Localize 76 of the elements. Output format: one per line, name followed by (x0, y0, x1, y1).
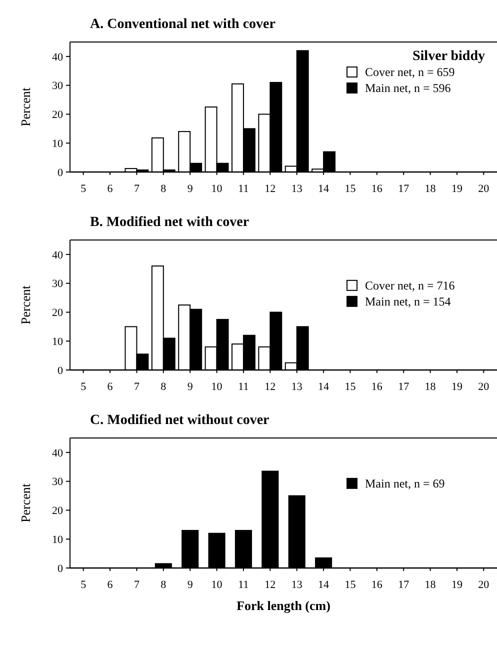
chart-title: B. Modified net with cover (90, 215, 250, 230)
y-tick-label: 40 (52, 447, 64, 460)
x-tick-label: 14 (318, 183, 330, 195)
x-tick-label: 12 (264, 579, 276, 591)
x-tick-label: 11 (238, 183, 249, 195)
x-tick-label: 17 (398, 183, 410, 195)
x-tick-label: 14 (318, 381, 330, 393)
legend-label: Main net, n = 69 (365, 476, 445, 490)
x-tick-label: 8 (160, 183, 167, 195)
x-tick-label: 18 (424, 381, 436, 393)
x-tick-label: 9 (187, 579, 194, 591)
x-tick-label: 7 (134, 579, 140, 591)
y-tick-label: 30 (52, 476, 64, 488)
x-tick-label: 8 (160, 579, 167, 591)
y-axis-title: Percent (18, 483, 33, 522)
y-tick-label: 20 (52, 307, 64, 320)
x-tick-label: 16 (371, 579, 383, 591)
x-tick-label: 5 (80, 381, 87, 393)
x-tick-label: 9 (187, 381, 194, 393)
legend-label: Cover net, n = 659 (365, 65, 455, 79)
x-tick-label: 16 (371, 381, 383, 393)
x-tick-label: 5 (80, 183, 87, 195)
y-axis-title: Percent (18, 285, 33, 324)
x-tick-label: 5 (80, 579, 87, 591)
x-tick-label: 9 (187, 183, 194, 195)
y-tick-label: 30 (52, 278, 64, 290)
y-tick-label: 10 (52, 534, 64, 546)
y-axis-title: Percent (18, 87, 33, 126)
x-tick-label: 19 (451, 381, 463, 393)
y-tick-label: 40 (52, 51, 64, 64)
legend-label: Cover net, n = 716 (365, 278, 455, 292)
y-tick-label: 10 (52, 336, 64, 348)
x-tick-label: 6 (107, 381, 114, 393)
chart-title: A. Conventional net with cover (90, 17, 276, 32)
x-tick-label: 12 (264, 381, 276, 393)
x-tick-label: 7 (134, 381, 140, 393)
chart-title: C. Modified net without cover (90, 413, 270, 428)
legend-title: Silver biddy (412, 49, 485, 64)
legend-label: Main net, n = 154 (365, 294, 451, 308)
legend-label: Main net, n = 596 (365, 81, 451, 95)
x-tick-label: 12 (264, 183, 276, 195)
x-tick-label: 17 (398, 579, 410, 591)
x-tick-label: 20 (478, 579, 490, 591)
x-tick-label: 15 (344, 381, 356, 393)
x-tick-label: 19 (451, 579, 463, 591)
x-tick-label: 18 (424, 183, 436, 195)
y-tick-label: 0 (58, 562, 64, 575)
x-tick-label: 13 (291, 579, 303, 591)
x-tick-label: 6 (107, 183, 114, 195)
x-tick-label: 13 (291, 381, 303, 393)
x-tick-label: 18 (424, 579, 436, 591)
y-tick-label: 20 (52, 505, 64, 518)
y-tick-label: 10 (52, 138, 64, 150)
x-tick-label: 7 (134, 183, 140, 195)
x-tick-label: 20 (478, 183, 490, 195)
y-tick-label: 30 (52, 80, 64, 92)
x-tick-label: 15 (344, 183, 356, 195)
x-tick-label: 19 (451, 183, 463, 195)
x-tick-label: 10 (211, 579, 223, 591)
x-tick-label: 10 (211, 183, 223, 195)
x-tick-label: 16 (371, 183, 383, 195)
y-tick-label: 0 (58, 364, 64, 377)
x-tick-label: 8 (160, 381, 167, 393)
x-tick-label: 6 (107, 579, 114, 591)
x-tick-label: 14 (318, 579, 330, 591)
y-tick-label: 20 (52, 109, 64, 122)
x-tick-label: 11 (238, 381, 249, 393)
x-tick-label: 15 (344, 579, 356, 591)
x-tick-label: 13 (291, 183, 303, 195)
y-tick-label: 0 (58, 166, 64, 179)
x-tick-label: 11 (238, 579, 249, 591)
x-tick-label: 10 (211, 381, 223, 393)
x-axis-title: Fork length (cm) (236, 598, 330, 613)
y-tick-label: 40 (52, 249, 64, 262)
x-tick-label: 20 (478, 381, 490, 393)
x-tick-label: 17 (398, 381, 410, 393)
